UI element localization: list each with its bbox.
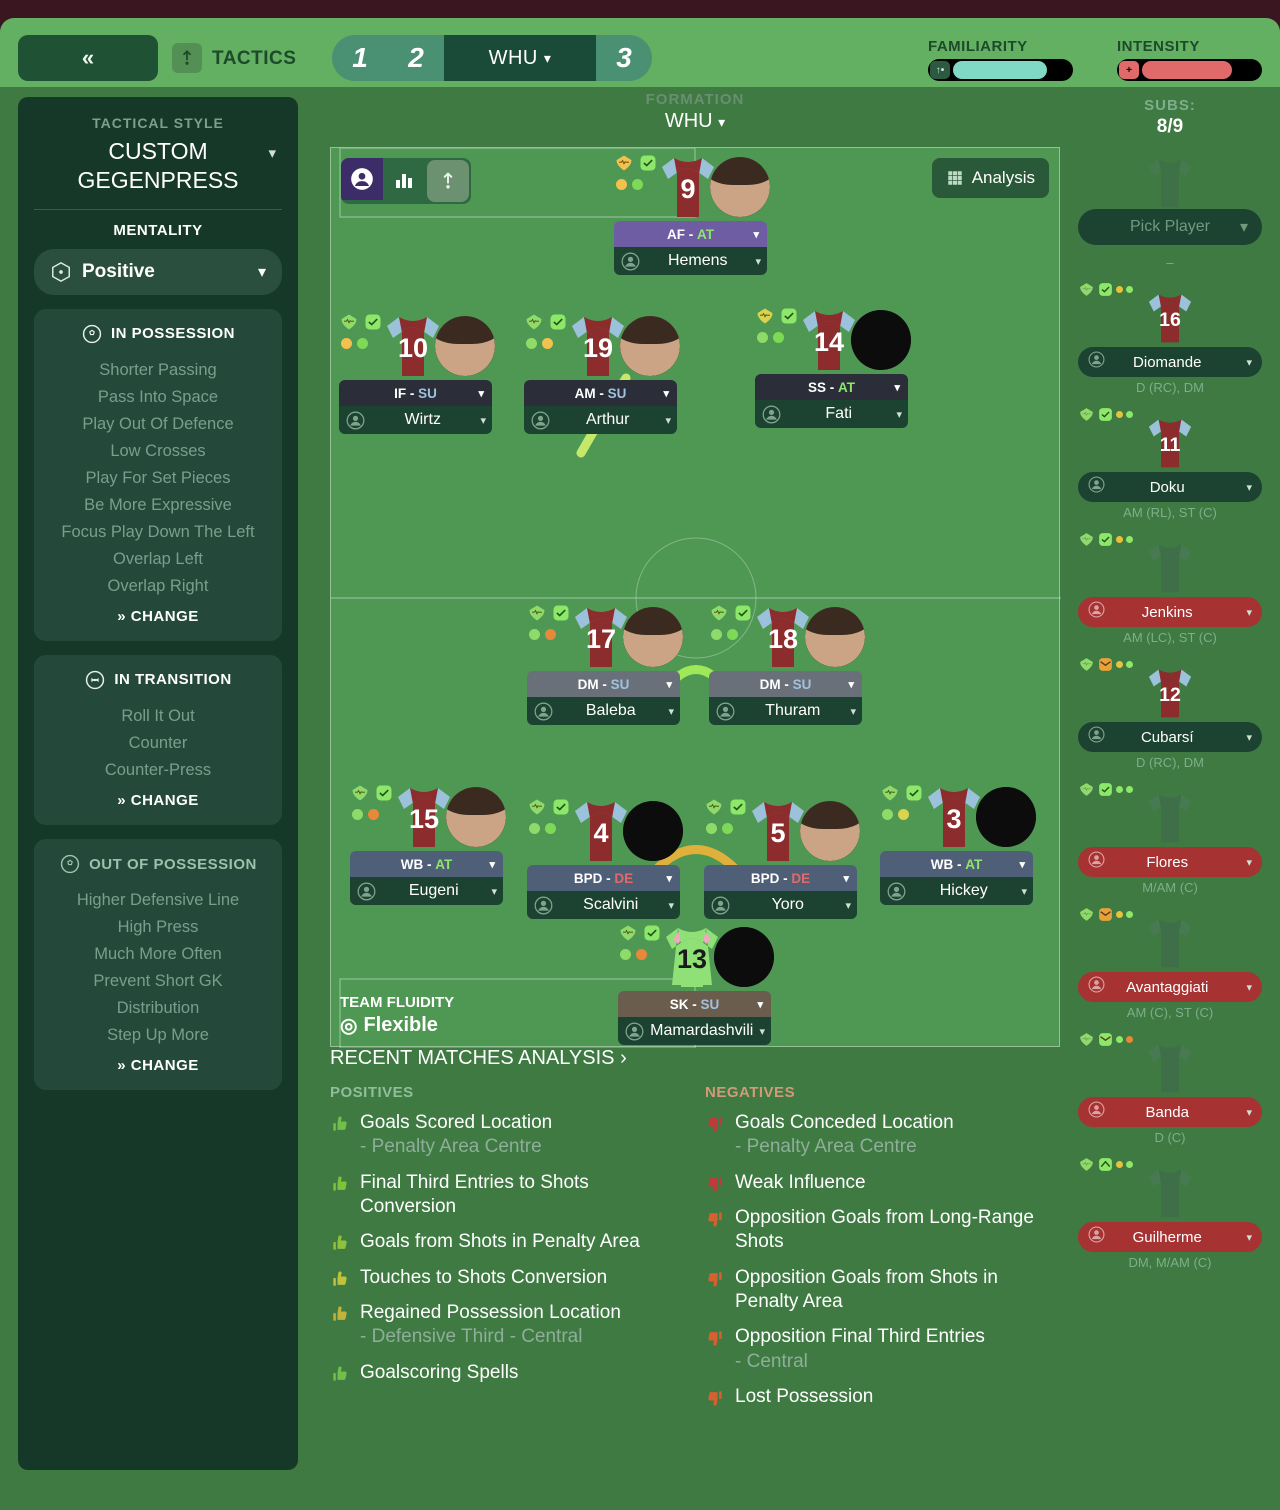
svg-text:9: 9	[680, 174, 695, 204]
svg-text:14: 14	[814, 327, 844, 357]
svg-text:4: 4	[593, 818, 608, 848]
svg-text:11: 11	[1160, 434, 1181, 456]
svg-text:18: 18	[768, 624, 798, 654]
svg-text:19: 19	[583, 333, 613, 363]
svg-text:17: 17	[586, 624, 616, 654]
svg-text:16: 16	[1159, 309, 1181, 331]
svg-text:12: 12	[1159, 684, 1181, 706]
svg-text:5: 5	[770, 818, 785, 848]
svg-text:3: 3	[946, 804, 961, 834]
svg-text:13: 13	[677, 944, 707, 974]
svg-text:10: 10	[398, 333, 428, 363]
svg-text:15: 15	[409, 804, 439, 834]
